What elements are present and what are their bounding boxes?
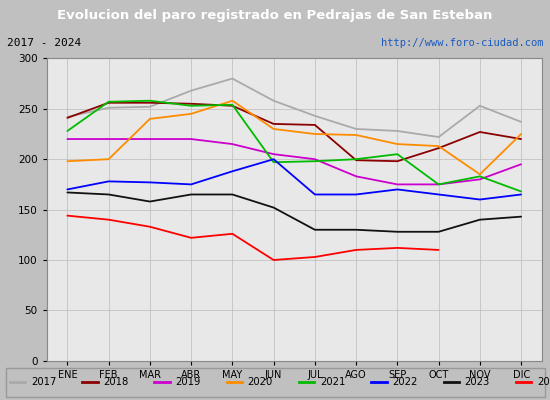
Text: 2022: 2022 — [392, 377, 417, 387]
Text: 2020: 2020 — [248, 377, 273, 387]
Text: 2017: 2017 — [31, 377, 56, 387]
Text: 2018: 2018 — [103, 377, 128, 387]
Text: 2017 - 2024: 2017 - 2024 — [7, 38, 81, 48]
Text: http://www.foro-ciudad.com: http://www.foro-ciudad.com — [381, 38, 543, 48]
Text: Evolucion del paro registrado en Pedrajas de San Esteban: Evolucion del paro registrado en Pedraja… — [57, 9, 493, 22]
Text: 2021: 2021 — [320, 377, 345, 387]
Bar — [6, 368, 544, 397]
Text: 2019: 2019 — [175, 377, 201, 387]
Text: 2024: 2024 — [537, 377, 550, 387]
Text: 2023: 2023 — [465, 377, 490, 387]
